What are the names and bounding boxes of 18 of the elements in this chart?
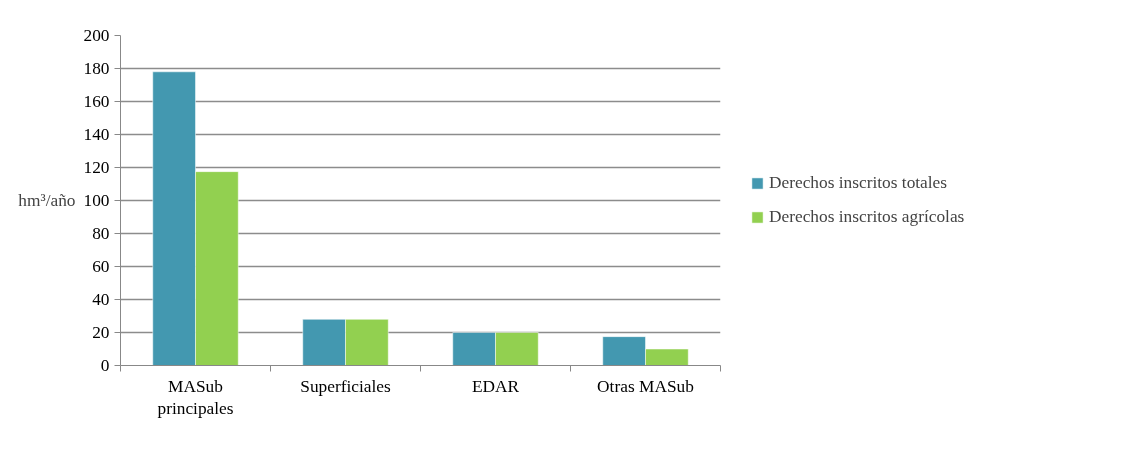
y-tick-label: 120	[83, 158, 110, 177]
y-axis-title: hm³/año	[18, 191, 76, 210]
y-tick-label: 160	[83, 92, 110, 111]
y-tick-label: 80	[92, 224, 110, 243]
legend-label: Derechos inscritos totales	[769, 173, 948, 193]
y-tick-label: 180	[83, 59, 110, 78]
y-tick-label: 140	[83, 125, 110, 144]
y-tick-label: 100	[83, 191, 110, 210]
x-tick-label: Otras MASub	[597, 376, 694, 396]
x-tick-label: EDAR	[471, 376, 520, 396]
y-tick-label: 40	[92, 290, 110, 309]
y-tick-label: 0	[100, 356, 110, 375]
legend-label: Derechos inscritos agrícolas	[769, 207, 965, 227]
y-tick-label: 20	[92, 323, 110, 342]
x-tick-label: MASub principales	[157, 376, 234, 419]
y-tick-label: 200	[83, 26, 110, 45]
y-tick-label: 60	[92, 257, 110, 276]
x-tick-label: Superficiales	[300, 376, 391, 396]
